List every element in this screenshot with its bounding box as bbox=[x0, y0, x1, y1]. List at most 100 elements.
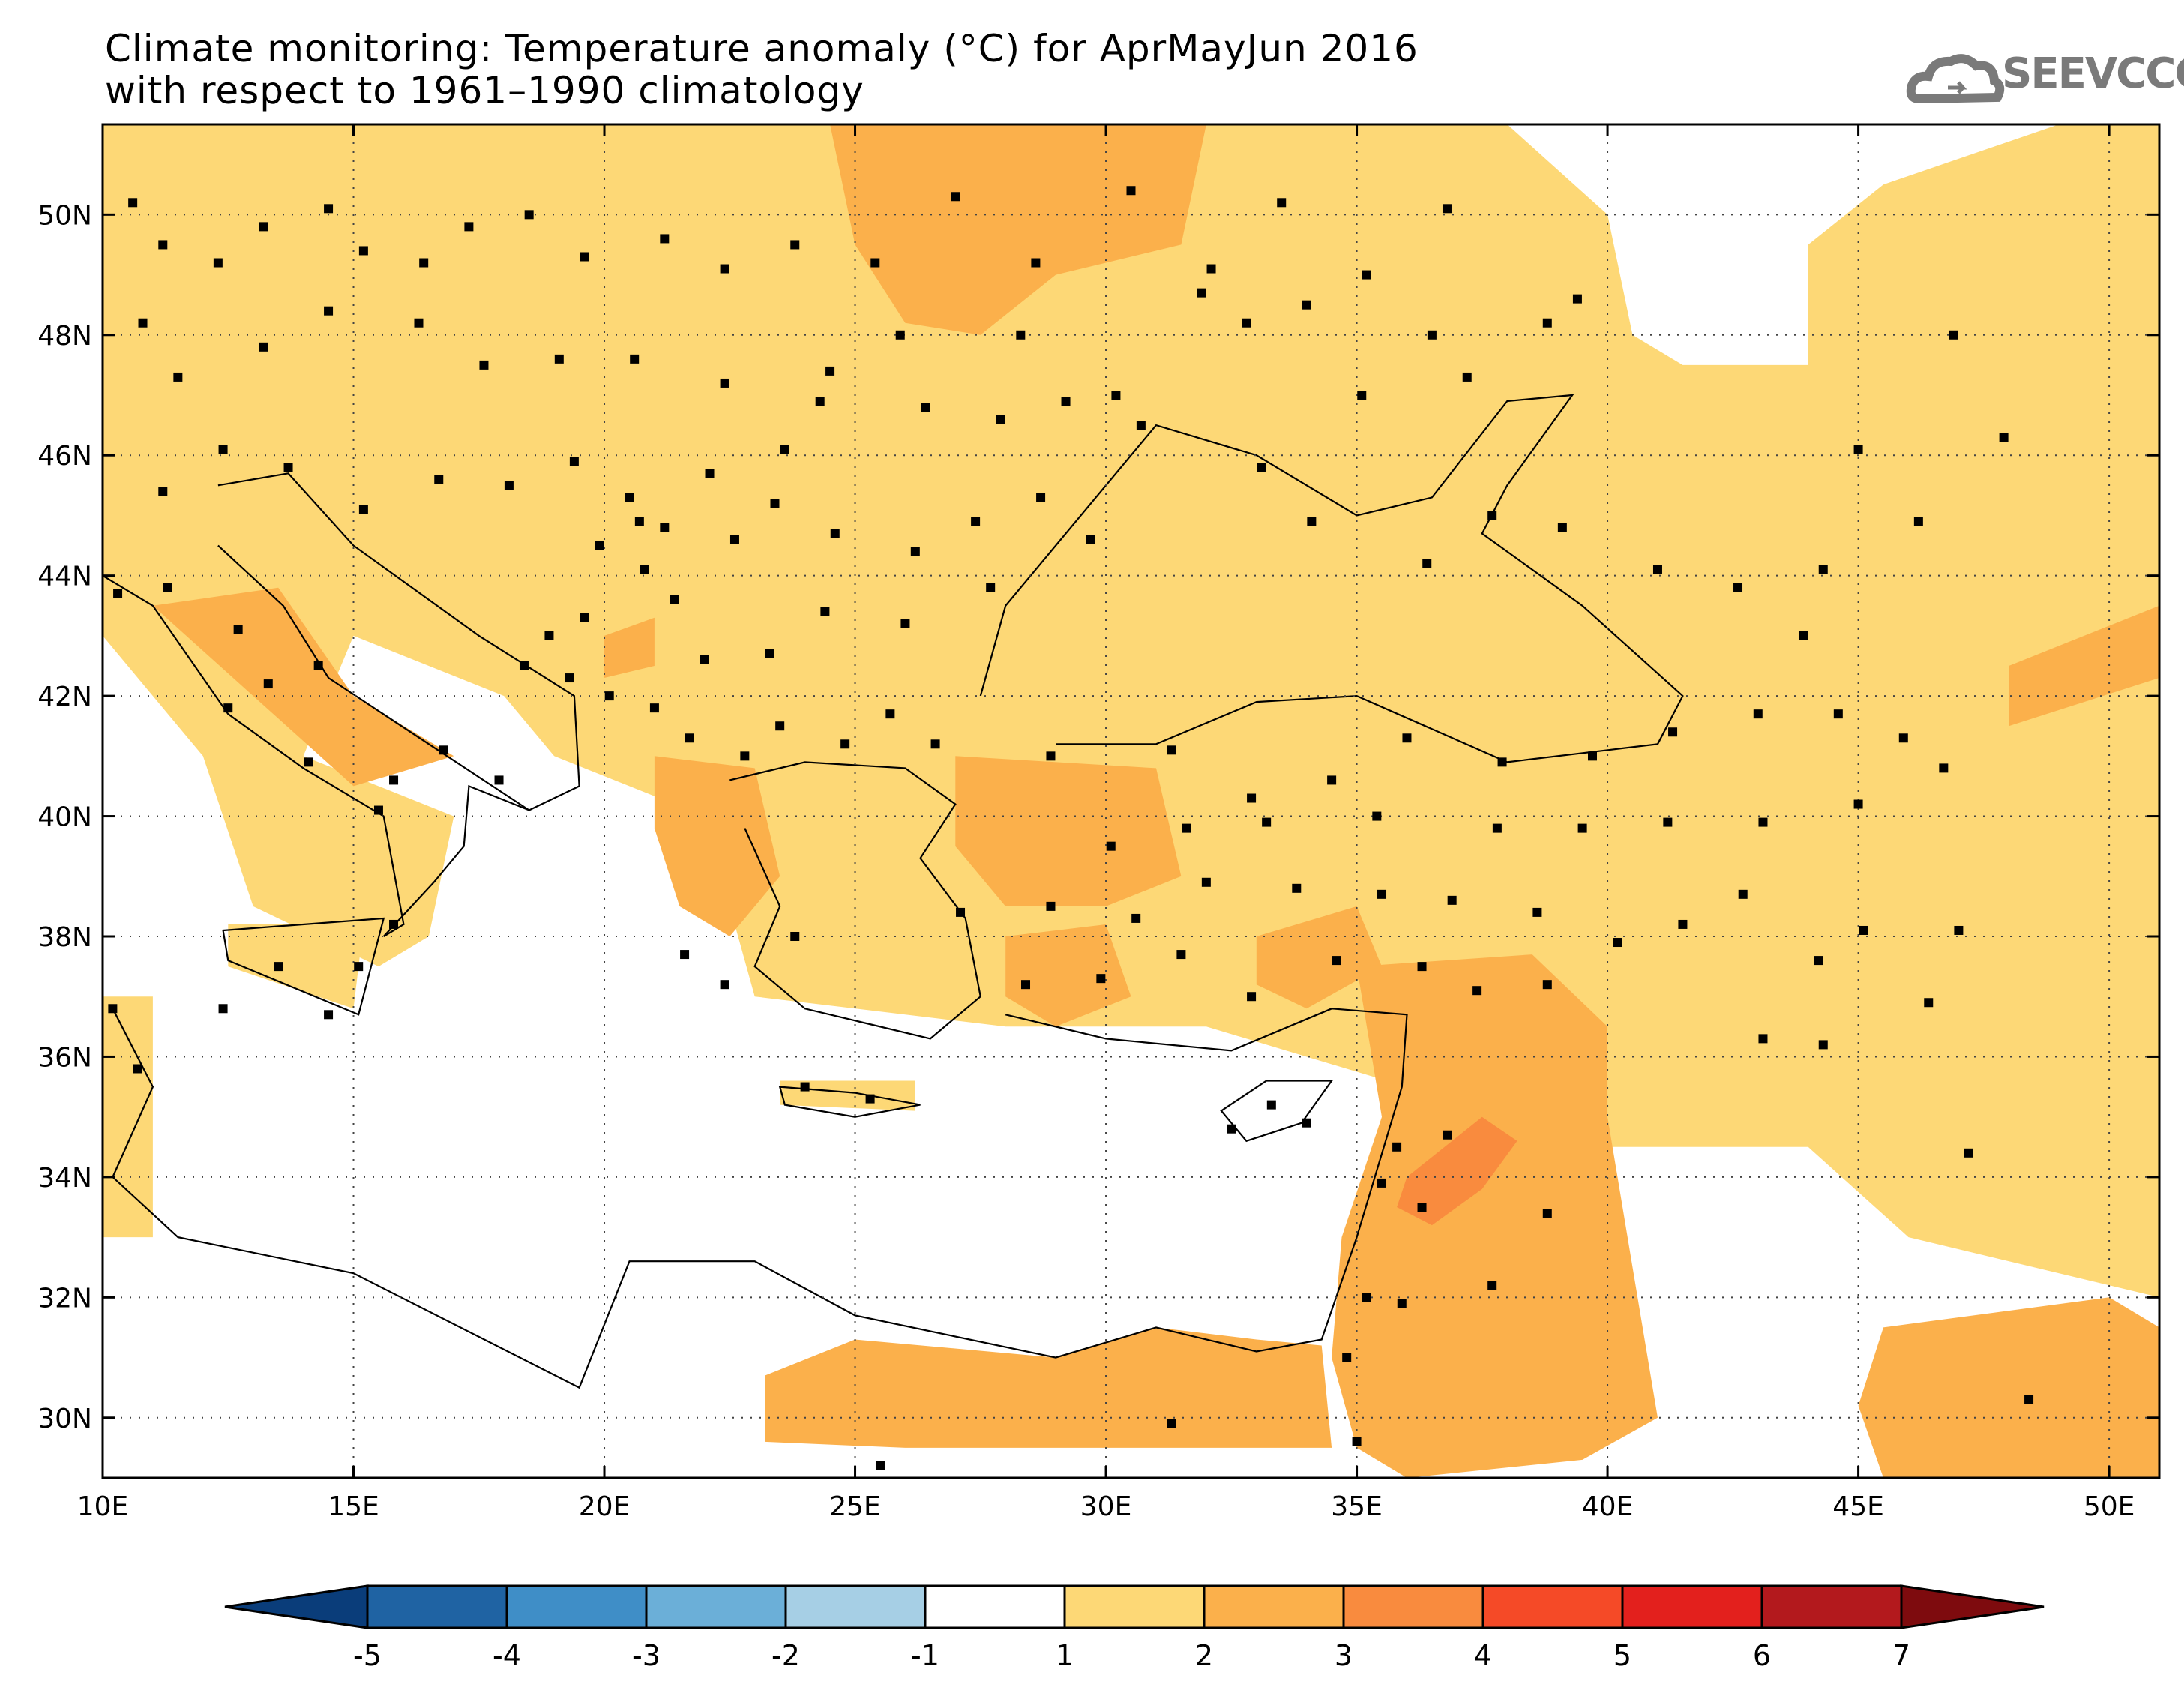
colorbar-label: -1 bbox=[911, 1639, 939, 1672]
station-marker bbox=[389, 775, 399, 785]
station-marker bbox=[373, 805, 383, 815]
station-marker bbox=[1257, 463, 1266, 472]
station-marker bbox=[1036, 493, 1046, 502]
y-tick-label: 50N bbox=[37, 200, 92, 231]
station-marker bbox=[729, 535, 739, 544]
station-marker bbox=[1532, 907, 1542, 917]
station-marker bbox=[1487, 1281, 1497, 1290]
station-marker bbox=[660, 523, 670, 532]
station-marker bbox=[1588, 751, 1598, 761]
station-marker bbox=[464, 222, 474, 232]
coastline-italy bbox=[103, 574, 530, 937]
station-marker bbox=[389, 919, 399, 929]
axis-ticks: 10E 15E 20E 25E 30E 35E 40E 45E 50E 30N 32N 34N 36N 3… bbox=[37, 124, 2159, 1522]
station-marker bbox=[108, 1004, 118, 1014]
colorbar-swatch bbox=[1481, 1584, 1624, 1629]
anomaly-region-level-2 bbox=[1858, 1297, 2159, 1478]
station-marker bbox=[1247, 992, 1257, 1002]
colorbar-swatch bbox=[645, 1584, 787, 1629]
colorbar-swatch bbox=[1760, 1584, 1903, 1629]
station-marker bbox=[1021, 980, 1031, 990]
station-marker bbox=[705, 469, 715, 478]
anomaly-region-level-1 bbox=[228, 924, 364, 1009]
x-tick-label: 35E bbox=[1331, 1491, 1383, 1522]
station-marker bbox=[1262, 817, 1272, 827]
station-marker bbox=[263, 679, 273, 689]
station-marker bbox=[133, 1064, 142, 1074]
station-marker bbox=[1061, 397, 1071, 406]
station-marker bbox=[986, 583, 996, 592]
colorbar-label: 6 bbox=[1753, 1639, 1771, 1672]
y-tick-label: 44N bbox=[37, 562, 92, 592]
colorbar-legend: -5 -4 -3 -2 -1 1 2 3 4 5 6 7 bbox=[224, 1584, 2045, 1672]
station-marker bbox=[1206, 264, 1216, 274]
station-marker bbox=[494, 775, 504, 785]
station-marker bbox=[700, 655, 709, 664]
colorbar-label: -5 bbox=[353, 1639, 382, 1672]
anomaly-region-level-2 bbox=[830, 124, 1206, 335]
station-marker bbox=[1402, 733, 1412, 743]
station-marker bbox=[173, 372, 183, 382]
anomaly-region-level-2 bbox=[1256, 906, 1382, 1009]
station-marker bbox=[358, 505, 368, 514]
y-tick-label: 36N bbox=[37, 1042, 92, 1073]
station-marker bbox=[2024, 1395, 2034, 1404]
station-marker bbox=[1678, 919, 1688, 929]
y-tick-label: 30N bbox=[37, 1404, 92, 1434]
x-tick-label: 50E bbox=[2084, 1491, 2135, 1522]
station-marker bbox=[1046, 901, 1056, 911]
station-marker bbox=[1372, 811, 1382, 821]
station-marker bbox=[680, 950, 690, 960]
station-marker bbox=[439, 745, 448, 755]
station-marker bbox=[1096, 974, 1106, 984]
station-marker bbox=[274, 962, 283, 972]
station-marker bbox=[324, 1010, 334, 1020]
station-marker bbox=[885, 709, 895, 719]
station-marker bbox=[670, 595, 679, 604]
station-marker bbox=[1577, 823, 1587, 833]
station-marker bbox=[1472, 986, 1482, 996]
station-marker bbox=[996, 415, 1005, 424]
station-marker bbox=[223, 703, 233, 713]
station-marker bbox=[1542, 980, 1552, 990]
station-marker bbox=[790, 932, 800, 941]
station-marker bbox=[1352, 1437, 1362, 1446]
colorbar-label: 5 bbox=[1613, 1639, 1631, 1672]
anomaly-region-level-2 bbox=[654, 756, 780, 936]
colorbar-label: 4 bbox=[1474, 1639, 1492, 1672]
anomaly-region-level-1 bbox=[103, 124, 2159, 1298]
station-marker bbox=[1447, 895, 1457, 905]
station-marker bbox=[1126, 186, 1136, 196]
station-marker bbox=[775, 721, 785, 731]
graticule bbox=[103, 124, 2159, 1478]
station-marker bbox=[1758, 1034, 1768, 1044]
station-marker bbox=[1572, 294, 1582, 304]
station-marker bbox=[720, 980, 729, 990]
station-marker bbox=[313, 661, 323, 670]
station-marker bbox=[1417, 962, 1427, 972]
coastlines bbox=[103, 394, 1684, 1389]
station-marker bbox=[158, 487, 168, 496]
x-tick-label: 25E bbox=[829, 1491, 881, 1522]
station-marker bbox=[1462, 372, 1472, 382]
anomaly-region-level-2 bbox=[955, 756, 1182, 906]
station-marker bbox=[1176, 950, 1186, 960]
station-marker bbox=[840, 739, 850, 749]
station-marker bbox=[1733, 583, 1743, 592]
station-marker bbox=[1898, 733, 1908, 743]
station-marker bbox=[1397, 1299, 1407, 1308]
station-marker bbox=[800, 1082, 810, 1092]
station-marker bbox=[1307, 517, 1317, 526]
station-marker bbox=[358, 246, 368, 256]
station-marker bbox=[1227, 1124, 1236, 1134]
colorbar-arrow-high bbox=[1900, 1584, 2045, 1629]
y-tick-label: 34N bbox=[37, 1163, 92, 1194]
station-marker bbox=[1302, 1118, 1311, 1128]
station-marker bbox=[163, 583, 172, 592]
station-marker bbox=[1853, 799, 1863, 809]
station-marker bbox=[1557, 523, 1567, 532]
station-marker bbox=[1362, 270, 1371, 280]
station-marker bbox=[1492, 823, 1502, 833]
station-marker bbox=[259, 222, 268, 232]
